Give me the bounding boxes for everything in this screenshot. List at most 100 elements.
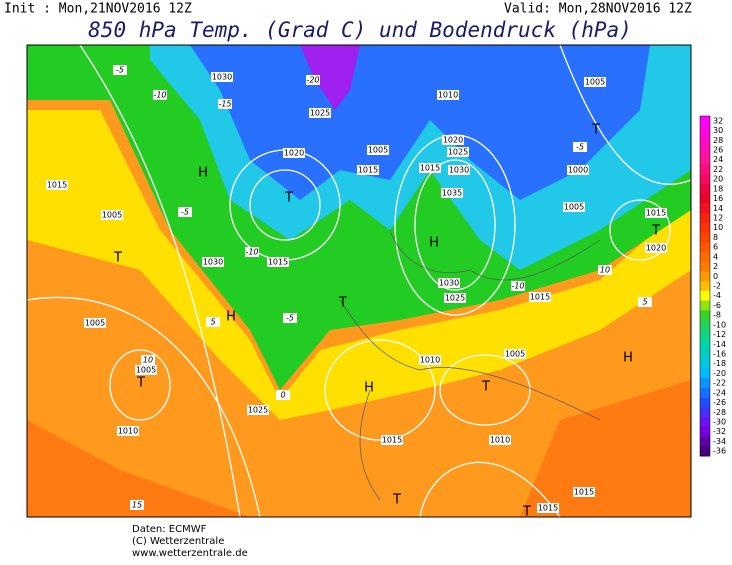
pressure-system: T — [651, 224, 660, 239]
colorbar-swatch — [700, 290, 710, 302]
colorbar-label: 14 — [713, 204, 723, 213]
label-box — [529, 292, 551, 302]
label-box — [441, 188, 463, 198]
temperature-label: -5 — [116, 66, 124, 75]
colorbar-label: 22 — [713, 165, 723, 174]
map — [26, 44, 692, 518]
label-box — [245, 247, 259, 257]
colorbar-swatch — [700, 426, 710, 438]
temperature-label: -5 — [576, 143, 584, 152]
temperature-label: 15 — [132, 501, 142, 510]
label-box — [511, 281, 525, 291]
label-box — [46, 180, 68, 190]
isobar-label: 1005 — [368, 146, 388, 155]
pressure-system: T — [522, 505, 531, 520]
arctic-region — [300, 45, 360, 110]
valid-time: Valid: Mon,28NOV2016 12Z — [504, 2, 692, 17]
colorbar-label: 26 — [713, 146, 723, 155]
colorbar-label: -12 — [713, 330, 726, 339]
label-box — [598, 265, 612, 275]
colorbar-label: -16 — [713, 350, 726, 359]
isobar-label: 1025 — [310, 109, 330, 118]
label-box — [489, 435, 511, 445]
isobar-label: 1010 — [438, 91, 458, 100]
colorbar-swatch — [700, 407, 710, 418]
colorbar-label: -8 — [713, 311, 721, 320]
label-box — [419, 163, 441, 173]
label-box — [573, 487, 595, 497]
colorbar-swatch — [700, 125, 710, 136]
colorbar-label: 6 — [713, 243, 718, 252]
label-box — [442, 135, 464, 145]
isobar-label: 1015 — [47, 181, 67, 190]
isobar-label: 1015 — [358, 166, 378, 175]
colorbar-label: 28 — [713, 136, 723, 145]
label-box — [218, 99, 232, 109]
colorbar-label: -14 — [713, 340, 726, 349]
isobar-label: 1025 — [248, 406, 268, 415]
isobar-label: 1015 — [420, 164, 440, 173]
colorbar-swatch — [700, 261, 710, 272]
isobar-label: 1015 — [530, 293, 550, 302]
isobar-label: 1005 — [136, 366, 156, 375]
pressure-system: H — [364, 381, 374, 396]
label-box — [306, 75, 320, 85]
temperature-label: 10 — [600, 266, 610, 275]
isobar-label: 1005 — [564, 203, 584, 212]
colorbar-swatch — [700, 174, 710, 185]
colorbar-label: 4 — [713, 252, 718, 261]
label-box — [367, 145, 389, 155]
label-box — [117, 426, 139, 436]
colorbar-label: -32 — [713, 427, 726, 436]
colorbar-swatch — [700, 164, 710, 175]
isobar-label: 1005 — [505, 350, 525, 359]
colorbar-label: -26 — [713, 398, 726, 407]
isobar-label: 1010 — [490, 436, 510, 445]
footer: Daten: ECMWF(C) Wetterzentralewww.wetter… — [132, 524, 248, 559]
label-box — [141, 355, 155, 365]
colorbar-swatch — [700, 232, 710, 243]
colorbar-swatch — [700, 378, 710, 389]
colorbar-label: -28 — [713, 408, 726, 417]
label-box — [153, 90, 167, 100]
label-box — [101, 210, 123, 220]
colorbar-label: 24 — [713, 155, 723, 164]
isobar-label: 1020 — [284, 149, 304, 158]
isobar-label: 1020 — [443, 136, 463, 145]
colorbar-label: 12 — [713, 214, 723, 223]
isobar-label: 1010 — [118, 427, 138, 436]
map-frame — [26, 44, 692, 518]
label-box — [357, 165, 379, 175]
coastlines — [339, 229, 601, 501]
colorbar-swatch — [700, 446, 710, 457]
label-box — [438, 278, 460, 288]
label-box — [645, 208, 667, 218]
colorbar-swatch — [700, 193, 710, 204]
pressure-system: T — [113, 251, 122, 266]
colorbar-swatch — [700, 252, 710, 263]
colorbar-swatch — [700, 271, 710, 282]
pressure-system: T — [481, 380, 490, 395]
label-box — [504, 349, 526, 359]
label-box — [178, 207, 192, 217]
label-box — [276, 390, 290, 400]
temperature-label: -5 — [181, 208, 189, 217]
isobar-label: 1000 — [568, 166, 588, 175]
colorbar-label: 16 — [713, 194, 723, 203]
temperature-label: -5 — [286, 314, 294, 323]
colorbar-label: 2 — [713, 262, 718, 271]
label-box — [645, 243, 667, 253]
footer-line: (C) Wetterzentrale — [132, 536, 224, 547]
colorbar-swatch — [700, 281, 710, 292]
very-cold-region — [190, 45, 650, 200]
isobar-label: 1015 — [646, 209, 666, 218]
colorbar-label: -36 — [713, 447, 726, 456]
colorbar-label: 32 — [713, 116, 723, 125]
label-box — [130, 500, 144, 510]
colorbar-swatch — [700, 358, 710, 370]
isobar-label: 1005 — [585, 78, 605, 87]
colorbar-label: -24 — [713, 388, 726, 397]
colorbar-swatch — [700, 388, 710, 399]
label-box — [309, 108, 331, 118]
